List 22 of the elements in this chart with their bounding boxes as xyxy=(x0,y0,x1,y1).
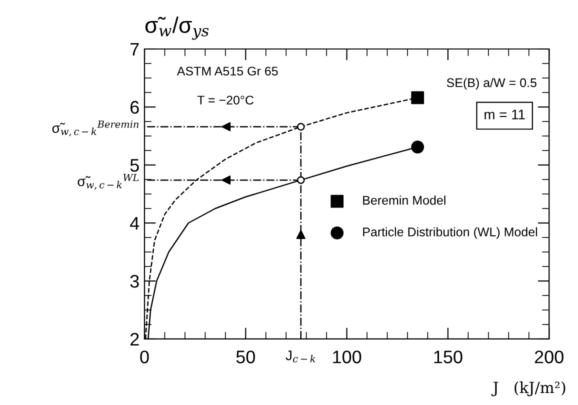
x-tick-label: 0 xyxy=(140,350,149,364)
x-tick-label: 100 xyxy=(333,350,362,364)
annotation: SE(B) a/W = 0.5 xyxy=(446,78,536,90)
y-tick-label: σ̃$_{w,c−k}$$^{WL}$ xyxy=(78,174,139,190)
y-tick-label: σ̃$_{w,c−k}$$^{Beremin}$ xyxy=(52,120,139,136)
x-tick-label: 50 xyxy=(236,350,255,364)
y-tick-label: 6 xyxy=(130,100,139,114)
y-tick-label: 3 xyxy=(130,274,139,288)
annotation: T = −20°C xyxy=(197,96,254,105)
annotation: m = 11 xyxy=(484,110,525,120)
x-axis-title: J (kJ/m²) xyxy=(491,381,566,396)
legend-label: Particle Distribution (WL) Model xyxy=(363,227,538,239)
y-axis-title: σ̃$_{w}$/σ$_{ys}$ xyxy=(145,16,209,40)
x-tick-label: J$_{c−k}$ xyxy=(286,350,316,362)
x-tick-label: 200 xyxy=(534,350,564,364)
legend-label: Beremin Model xyxy=(363,196,446,205)
y-tick-label: 7 xyxy=(130,43,139,56)
annotation: ASTM A515 Gr 65 xyxy=(176,66,278,76)
x-tick-label: 150 xyxy=(434,350,462,364)
y-tick-label: 5 xyxy=(130,159,139,172)
y-tick-label: 4 xyxy=(130,217,140,230)
y-tick-label: 2 xyxy=(130,332,139,346)
